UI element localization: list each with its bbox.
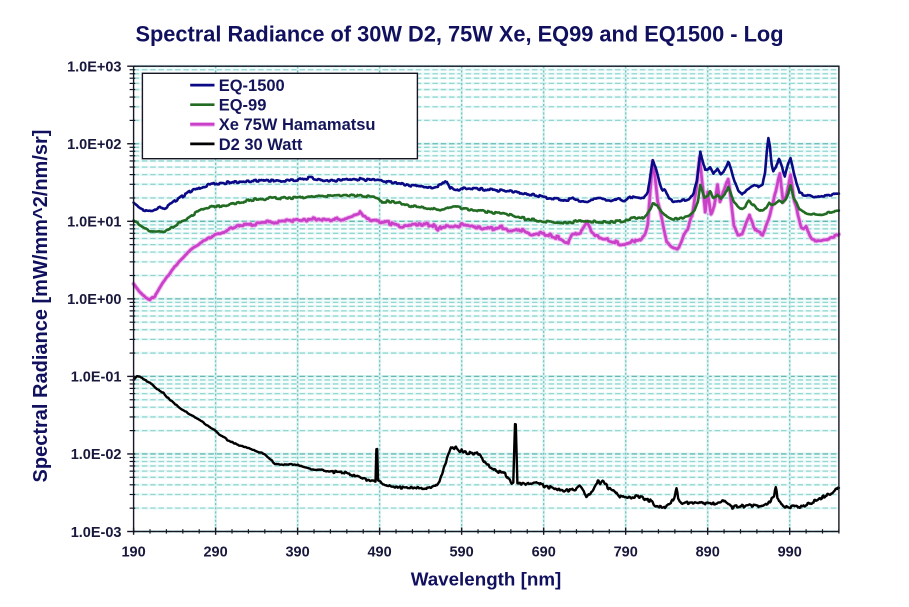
svg-text:890: 890 [696, 545, 720, 561]
svg-text:1.0E+03: 1.0E+03 [67, 60, 121, 76]
svg-text:1.0E-02: 1.0E-02 [71, 447, 122, 463]
svg-text:Wavelength [nm]: Wavelength [nm] [411, 569, 562, 590]
svg-text:490: 490 [367, 545, 391, 561]
svg-text:990: 990 [778, 545, 802, 561]
svg-text:1.0E+01: 1.0E+01 [67, 215, 121, 231]
svg-text:D2 30 Watt: D2 30 Watt [219, 136, 303, 154]
svg-text:1.0E-01: 1.0E-01 [71, 370, 122, 386]
svg-text:1.0E+00: 1.0E+00 [67, 292, 121, 308]
svg-text:EQ-1500: EQ-1500 [219, 77, 285, 95]
svg-text:790: 790 [614, 545, 638, 561]
svg-text:190: 190 [121, 545, 145, 561]
svg-text:1.0E-03: 1.0E-03 [71, 525, 122, 541]
svg-text:590: 590 [449, 545, 473, 561]
svg-text:Spectral Radiance [mW/mm^2/nm/: Spectral Radiance [mW/mm^2/nm/sr] [30, 130, 52, 483]
svg-text:390: 390 [285, 545, 309, 561]
svg-text:Xe 75W Hamamatsu: Xe 75W Hamamatsu [219, 116, 376, 134]
svg-text:290: 290 [203, 545, 227, 561]
svg-text:690: 690 [532, 545, 556, 561]
svg-text:Spectral Radiance of 30W D2, 7: Spectral Radiance of 30W D2, 75W Xe, EQ9… [135, 22, 783, 47]
svg-text:1.0E+02: 1.0E+02 [67, 137, 121, 153]
svg-text:EQ-99: EQ-99 [219, 97, 267, 115]
